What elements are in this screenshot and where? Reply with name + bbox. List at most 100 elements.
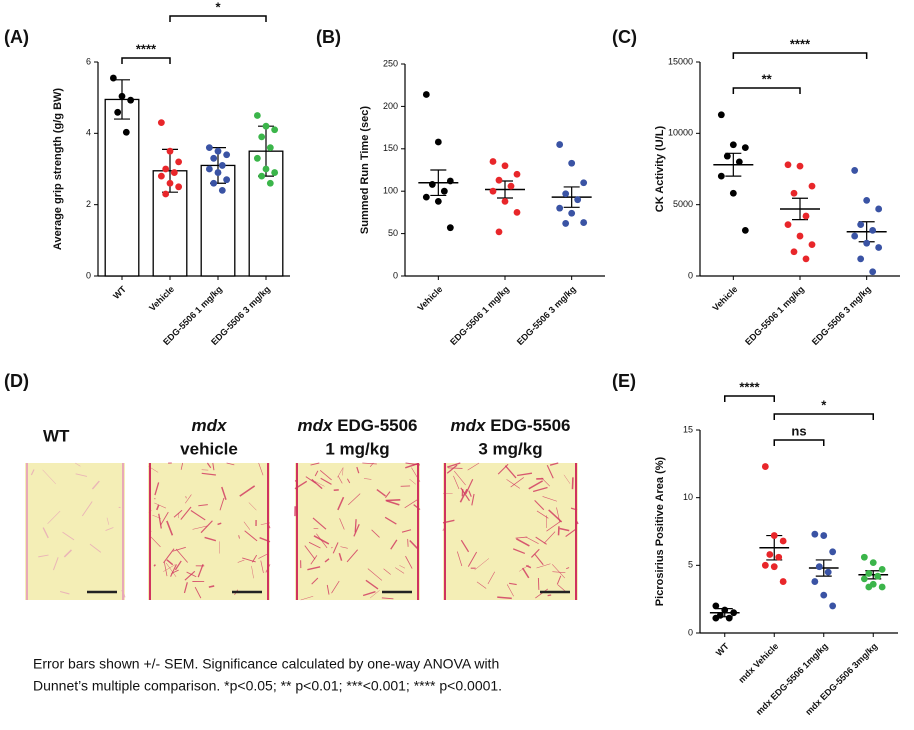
- significance-label: ****: [739, 379, 760, 394]
- tissue-fiber: [340, 546, 348, 549]
- data-point: [258, 133, 266, 141]
- tissue-fiber: [154, 502, 167, 509]
- tissue-fiber: [409, 539, 418, 549]
- data-point: [162, 190, 170, 198]
- data-point: [874, 572, 882, 580]
- x-tick-label: mdx Vehicle: [736, 641, 780, 685]
- data-point: [218, 187, 226, 194]
- tissue-fiber: [342, 467, 344, 476]
- tissue-fiber: [559, 527, 570, 532]
- data-point: [489, 187, 497, 195]
- data-point: [761, 561, 769, 569]
- data-point: [507, 182, 515, 190]
- data-point: [422, 91, 430, 98]
- error-bar: [430, 169, 447, 197]
- y-tick-label: 200: [383, 101, 398, 111]
- data-point: [735, 158, 743, 166]
- image-title-italic: mdx: [450, 416, 487, 435]
- data-point: [214, 169, 222, 176]
- error-bar: [563, 186, 580, 208]
- data-point: [784, 221, 792, 229]
- data-point: [562, 220, 570, 227]
- image-title: vehicle: [180, 439, 238, 458]
- data-point: [729, 189, 737, 197]
- data-point: [761, 463, 769, 470]
- data-point: [721, 606, 729, 614]
- tissue-fiber: [152, 514, 161, 519]
- data-point: [875, 244, 883, 251]
- caption-line: Error bars shown +/- SEM. Significance c…: [33, 656, 499, 672]
- tissue-fiber: [371, 529, 380, 538]
- tissue-fiber: [510, 477, 524, 488]
- x-tick-label: WT: [714, 641, 731, 658]
- tissue-fiber: [185, 496, 187, 499]
- tissue-fiber: [504, 465, 517, 479]
- data-point: [808, 241, 816, 249]
- data-point: [878, 583, 886, 591]
- tissue-fiber: [552, 571, 566, 573]
- tissue-fiber: [198, 504, 208, 507]
- tissue-fiber: [453, 475, 460, 490]
- data-point: [865, 570, 873, 577]
- tissue-fiber: [534, 500, 545, 511]
- image-title-italic: mdx: [297, 416, 334, 435]
- tissue-fiber: [338, 552, 343, 561]
- y-tick-label: 0: [86, 270, 91, 280]
- significance-bracket: [732, 87, 801, 94]
- data-point: [796, 162, 804, 170]
- data-point: [157, 119, 165, 127]
- data-point: [766, 551, 774, 558]
- tissue-fiber: [226, 462, 235, 466]
- data-point: [723, 152, 731, 160]
- tissue-fiber: [376, 489, 386, 497]
- tissue-fiber: [331, 580, 340, 594]
- tissue-fiber: [534, 553, 544, 566]
- image-title-italic: mdx: [192, 416, 229, 435]
- data-point: [863, 196, 871, 204]
- data-point: [875, 205, 883, 213]
- tissue-fiber: [171, 569, 179, 574]
- tissue-fiber: [324, 558, 330, 563]
- tissue-fiber: [192, 525, 208, 530]
- tissue-fiber: [208, 585, 215, 588]
- tissue-fiber: [158, 513, 162, 529]
- tissue-fiber: [549, 462, 559, 466]
- tissue-fiber: [347, 493, 361, 506]
- tissue-fiber: [405, 555, 413, 569]
- tissue-fiber: [243, 521, 251, 530]
- data-point: [808, 182, 816, 190]
- y-tick-label: 100: [383, 186, 398, 196]
- tissue-fiber: [401, 529, 412, 533]
- tissue-fiber: [200, 520, 213, 534]
- image-title: 1 mg/kg: [325, 439, 389, 458]
- tissue-fiber: [180, 506, 192, 520]
- tissue-fiber: [251, 554, 258, 563]
- tissue-fiber: [314, 470, 319, 477]
- tissue-fiber: [314, 481, 325, 487]
- tissue-fiber: [395, 567, 405, 574]
- significance-label: ns: [791, 423, 806, 438]
- tissue-fiber: [509, 582, 517, 586]
- data-point: [860, 553, 868, 561]
- error-bar: [792, 197, 808, 221]
- y-axis-label: Summed Run Time (sec): [359, 106, 371, 234]
- x-tick-label: Vehicle: [710, 284, 739, 313]
- data-point: [266, 144, 274, 152]
- data-point: [422, 193, 430, 201]
- data-point: [205, 144, 213, 152]
- tissue-fiber: [456, 551, 463, 567]
- tissue-fiber: [525, 536, 539, 544]
- image-title-text: EDG-5506: [490, 416, 570, 435]
- tissue-fiber: [326, 584, 330, 595]
- tissue-fiber: [251, 565, 254, 579]
- data-point: [562, 190, 570, 198]
- significance-bracket: [773, 439, 825, 446]
- y-tick-label: 5: [688, 560, 693, 570]
- tissue-fiber: [390, 539, 398, 550]
- tissue-fiber: [319, 469, 332, 481]
- tissue-edge: [26, 463, 124, 600]
- data-point: [253, 154, 261, 162]
- data-point: [770, 563, 778, 571]
- histology-image: [443, 463, 578, 600]
